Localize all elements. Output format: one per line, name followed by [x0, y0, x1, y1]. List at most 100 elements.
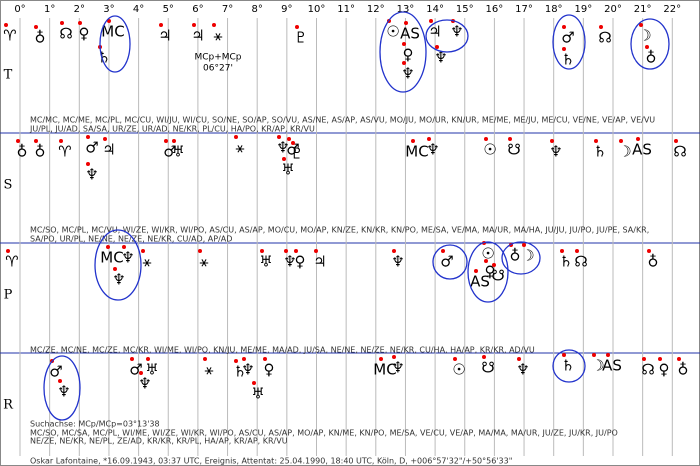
- planet-symbol: ♆: [549, 143, 562, 161]
- planet-symbol: ♂: [286, 141, 299, 159]
- position-dot: [392, 355, 396, 359]
- degree-label: 8°: [252, 4, 263, 15]
- position-dot: [645, 45, 649, 49]
- planet-symbol: ☋: [481, 359, 494, 377]
- planet-symbol: ☉: [483, 141, 496, 159]
- planet-symbol: ♁: [678, 361, 689, 379]
- planet-symbol: ♅: [259, 253, 272, 271]
- row-label: R: [3, 398, 14, 413]
- position-dot: [427, 137, 431, 141]
- position-dot: [78, 21, 82, 25]
- position-dot: [658, 357, 662, 361]
- position-dot: [560, 249, 564, 253]
- position-dot: [484, 259, 488, 263]
- position-dot: [639, 23, 643, 27]
- planet-symbol: ♄: [559, 253, 572, 271]
- position-dot: [86, 135, 90, 139]
- planet-symbol: ☊: [598, 29, 611, 47]
- planet-symbol: ♆: [450, 23, 463, 41]
- planet-symbol: ♆: [85, 166, 98, 184]
- row-label: P: [4, 288, 13, 303]
- planet-symbol: ♈: [5, 253, 18, 271]
- planet-symbol: ♅: [171, 143, 184, 161]
- planet-symbol: AS: [632, 141, 652, 159]
- position-dot: [441, 249, 445, 253]
- position-dot: [402, 61, 406, 65]
- position-dot: [575, 249, 579, 253]
- planet-symbol: ♆: [276, 139, 289, 157]
- planet-symbol: ♃: [428, 23, 441, 41]
- degree-label: 2°: [74, 4, 85, 15]
- position-dot: [282, 157, 286, 161]
- planet-symbol: ♂: [440, 253, 453, 271]
- position-dot: [606, 353, 610, 357]
- planet-symbol: ☋: [491, 267, 504, 285]
- planet-symbol: ♆: [516, 361, 529, 379]
- planet-symbol: ♆: [391, 359, 404, 377]
- row-label: T: [4, 68, 13, 83]
- planet-symbol: ♄: [561, 357, 574, 375]
- planet-symbol: ☊: [673, 143, 686, 161]
- position-dot: [592, 353, 596, 357]
- planet-symbol: ♂: [85, 139, 98, 157]
- planet-symbol: ⚹: [235, 139, 244, 157]
- highlight-ring: [94, 229, 142, 301]
- degree-label: 6°: [192, 4, 203, 15]
- planet-symbol: ♃: [313, 253, 326, 271]
- position-dot: [192, 23, 196, 27]
- planet-symbol: ♆: [401, 65, 414, 83]
- position-dot: [106, 245, 110, 249]
- degree-label: 19°: [574, 4, 592, 15]
- position-dot: [34, 25, 38, 29]
- position-dot: [550, 139, 554, 143]
- position-dot: [234, 359, 238, 363]
- planet-symbol: ♄: [233, 363, 246, 381]
- position-dot: [619, 139, 623, 143]
- position-dot: [402, 42, 406, 46]
- position-dot: [234, 135, 238, 139]
- highlight-ring: [552, 14, 586, 70]
- position-dot: [212, 23, 216, 27]
- degree-label: 11°: [337, 4, 355, 15]
- position-dot: [562, 25, 566, 29]
- planet-symbol: ☉: [481, 245, 494, 263]
- position-dot: [146, 357, 150, 361]
- highlight-ring: [552, 349, 586, 383]
- position-dot: [130, 357, 134, 361]
- planet-symbol: ♂: [49, 363, 62, 381]
- position-dot: [159, 23, 163, 27]
- position-dot: [674, 139, 678, 143]
- planet-symbol: ♅: [281, 161, 294, 179]
- planet-symbol: ♆: [434, 49, 447, 67]
- position-dot: [453, 357, 457, 361]
- position-dot: [379, 357, 383, 361]
- position-dot: [522, 243, 526, 247]
- planet-symbol: ♆: [121, 249, 134, 267]
- position-dot: [6, 249, 10, 253]
- constellation-text: JU/PL, JU/AD, SA/SA, UR/ZE, UR/AD, NE/KR…: [29, 125, 315, 134]
- planet-symbol: ♈: [58, 143, 71, 161]
- degree-label: 21°: [634, 4, 652, 15]
- planet-symbol: ⚹: [199, 253, 208, 271]
- degree-label: 9°: [281, 4, 292, 15]
- planet-symbol: ♂: [561, 29, 574, 47]
- position-dot: [58, 379, 62, 383]
- highlight-ring: [425, 19, 469, 53]
- position-dot: [677, 357, 681, 361]
- position-dot: [484, 137, 488, 141]
- position-dot: [636, 137, 640, 141]
- position-dot: [508, 137, 512, 141]
- position-dot: [86, 162, 90, 166]
- planet-symbol: ⚹: [204, 361, 213, 379]
- planet-symbol: ♂: [163, 143, 176, 161]
- footer-line: Suchachse: MCp/MCp=03°13'38: [30, 420, 160, 429]
- highlight-ring: [501, 241, 541, 275]
- planet-symbol: ♁: [648, 253, 659, 271]
- position-dot: [242, 357, 246, 361]
- degree-label: 10°: [308, 4, 326, 15]
- highlight-ring: [99, 15, 131, 73]
- position-dot: [164, 139, 168, 143]
- planet-symbol: ♃: [102, 141, 115, 159]
- position-dot: [139, 371, 143, 375]
- position-dot: [263, 357, 267, 361]
